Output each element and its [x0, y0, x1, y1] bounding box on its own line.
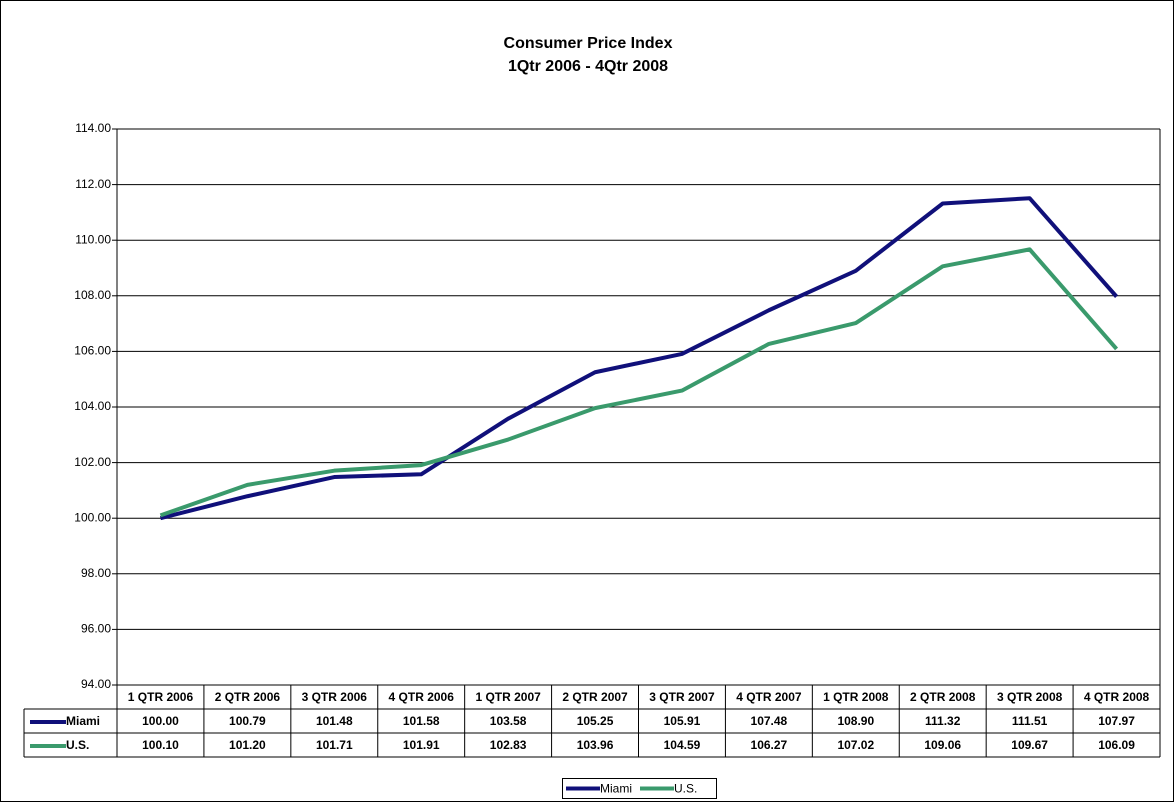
table-series-name: U.S. — [66, 738, 89, 752]
data-label: 103.96 — [577, 738, 614, 752]
data-label: 100.10 — [142, 738, 179, 752]
data-label: 102.83 — [490, 738, 527, 752]
data-label: 107.48 — [751, 714, 788, 728]
data-label: 100.79 — [229, 714, 266, 728]
x-tick-label: 2 QTR 2008 — [910, 690, 976, 704]
y-tick-label: 96.00 — [81, 622, 111, 636]
table-series-name: Miami — [66, 714, 100, 728]
data-label: 105.91 — [664, 714, 701, 728]
y-tick-label: 108.00 — [74, 288, 111, 302]
legend-box — [562, 778, 717, 799]
data-label: 111.51 — [1012, 714, 1048, 728]
y-tick-label: 112.00 — [75, 177, 111, 191]
x-tick-label: 2 QTR 2006 — [215, 690, 281, 704]
x-tick-label: 4 QTR 2008 — [1084, 690, 1150, 704]
data-label: 101.71 — [316, 738, 353, 752]
x-tick-label: 1 QTR 2007 — [475, 690, 541, 704]
data-label: 106.27 — [751, 738, 788, 752]
x-tick-label: 4 QTR 2007 — [736, 690, 802, 704]
chart-subtitle: 1Qtr 2006 - 4Qtr 2008 — [508, 58, 668, 75]
data-label: 109.67 — [1011, 738, 1048, 752]
data-label: 101.58 — [403, 714, 440, 728]
data-label: 107.97 — [1098, 714, 1135, 728]
y-tick-label: 106.00 — [74, 344, 111, 358]
data-label: 111.32 — [925, 714, 961, 728]
x-tick-label: 2 QTR 2007 — [562, 690, 628, 704]
legend-label: Miami — [600, 782, 632, 796]
data-label: 101.91 — [403, 738, 440, 752]
data-label: 101.48 — [316, 714, 353, 728]
data-label: 108.90 — [837, 714, 874, 728]
series-line — [159, 196, 1119, 521]
y-tick-label: 102.00 — [74, 455, 111, 469]
y-tick-label: 100.00 — [74, 510, 111, 524]
series-line — [159, 247, 1119, 518]
data-label: 100.00 — [142, 714, 179, 728]
data-label: 107.02 — [837, 738, 874, 752]
x-tick-label: 1 QTR 2006 — [128, 690, 194, 704]
legend-label: U.S. — [674, 782, 697, 796]
data-label: 106.09 — [1098, 738, 1135, 752]
x-tick-label: 3 QTR 2007 — [649, 690, 715, 704]
data-label: 104.59 — [664, 738, 701, 752]
y-tick-label: 110.00 — [75, 232, 111, 246]
x-tick-label: 1 QTR 2008 — [823, 690, 889, 704]
x-tick-label: 3 QTR 2008 — [997, 690, 1063, 704]
y-tick-label: 94.00 — [81, 677, 111, 691]
data-label: 105.25 — [577, 714, 614, 728]
data-label: 109.06 — [924, 738, 961, 752]
y-tick-label: 98.00 — [81, 566, 111, 580]
data-label: 101.20 — [229, 738, 266, 752]
y-tick-label: 104.00 — [74, 399, 111, 413]
chart-title: Consumer Price Index — [504, 35, 673, 52]
x-tick-label: 4 QTR 2006 — [389, 690, 455, 704]
x-tick-label: 3 QTR 2006 — [302, 690, 368, 704]
data-label: 103.58 — [490, 714, 527, 728]
y-tick-label: 114.00 — [75, 121, 111, 135]
